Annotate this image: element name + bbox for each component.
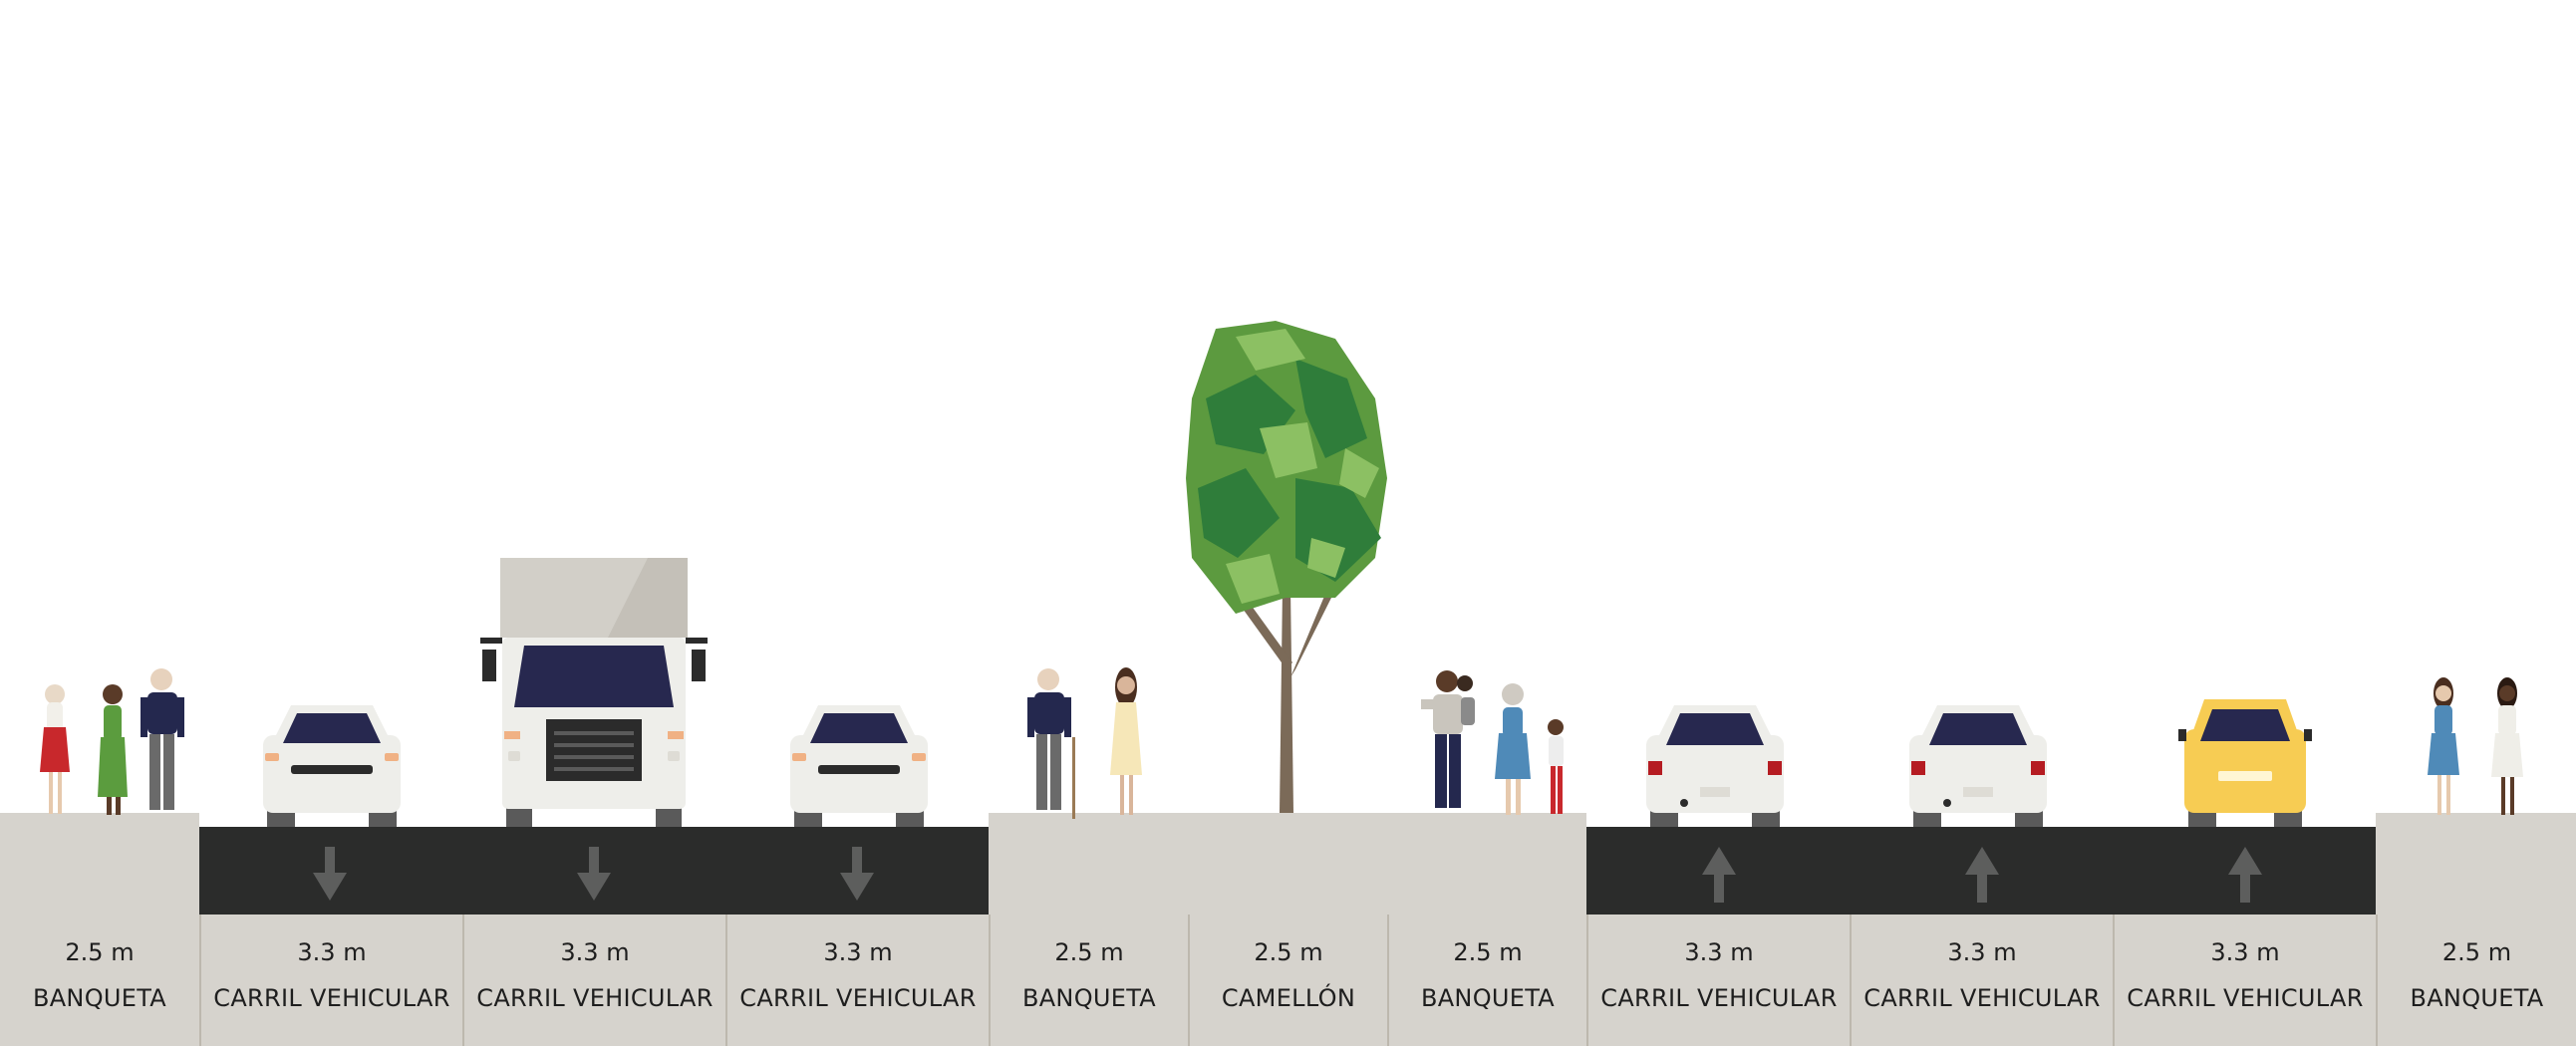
segment-width: 3.3 m bbox=[560, 938, 630, 966]
segment-label-lane-3: 3.3 m CARRIL VEHICULAR bbox=[725, 915, 989, 1046]
segment-width: 2.5 m bbox=[2441, 938, 2512, 966]
segment-name: CARRIL VEHICULAR bbox=[1863, 984, 2101, 1012]
pedestrian-icon bbox=[1548, 719, 1564, 814]
segment-name: CARRIL VEHICULAR bbox=[476, 984, 714, 1012]
segment-label-lane-2: 3.3 m CARRIL VEHICULAR bbox=[462, 915, 725, 1046]
segment-name: BANQUETA bbox=[1420, 984, 1556, 1012]
pedestrian-icon bbox=[2428, 677, 2459, 815]
segment-label-lane-1: 3.3 m CARRIL VEHICULAR bbox=[199, 915, 462, 1046]
segment-label-sidewalk-mid-r: 2.5 m BANQUETA bbox=[1387, 915, 1586, 1046]
truck-front-icon bbox=[480, 558, 708, 827]
segment-name: CARRIL VEHICULAR bbox=[1600, 984, 1838, 1012]
segment-name: CARRIL VEHICULAR bbox=[739, 984, 977, 1012]
pedestrian-icon bbox=[40, 684, 70, 814]
segment-label-lane-6: 3.3 m CARRIL VEHICULAR bbox=[2113, 915, 2376, 1046]
pedestrian-icon bbox=[1027, 668, 1075, 819]
segment-width: 3.3 m bbox=[1684, 938, 1754, 966]
segment-width: 2.5 m bbox=[65, 938, 135, 966]
sidewalk-left-surface bbox=[0, 813, 199, 1046]
segment-name: CAMELLÓN bbox=[1221, 984, 1356, 1012]
segment-width: 3.3 m bbox=[2210, 938, 2280, 966]
segment-name: BANQUETA bbox=[32, 984, 167, 1012]
pedestrian-icon bbox=[2491, 677, 2523, 815]
segment-label-lane-4: 3.3 m CARRIL VEHICULAR bbox=[1586, 915, 1850, 1046]
median-surface bbox=[989, 813, 1586, 1046]
car-rear-icon bbox=[1909, 705, 2047, 827]
pedestrian-icon bbox=[1110, 667, 1142, 815]
pedestrian-icon bbox=[1495, 683, 1531, 815]
sidewalk-right-surface bbox=[2376, 813, 2576, 1046]
car-front-icon bbox=[263, 705, 401, 827]
taxi-rear-icon bbox=[2178, 699, 2312, 827]
segment-label-sidewalk-right: 2.5 m BANQUETA bbox=[2376, 915, 2576, 1046]
segment-labels: 2.5 m BANQUETA 3.3 m CARRIL VEHICULAR 3.3 m C… bbox=[0, 915, 2576, 1046]
arrow-down-icon bbox=[840, 847, 874, 901]
pedestrian-icon bbox=[1421, 670, 1475, 808]
arrow-down-icon bbox=[577, 847, 611, 901]
arrow-up-icon bbox=[1702, 847, 1736, 903]
car-front-icon bbox=[790, 705, 928, 827]
segment-name: CARRIL VEHICULAR bbox=[213, 984, 450, 1012]
segment-width: 3.3 m bbox=[823, 938, 893, 966]
segment-width: 2.5 m bbox=[1453, 938, 1523, 966]
segment-label-sidewalk-left: 2.5 m BANQUETA bbox=[0, 915, 199, 1046]
segment-name: BANQUETA bbox=[1021, 984, 1157, 1012]
segment-width: 3.3 m bbox=[297, 938, 367, 966]
segment-label-median: 2.5 m CAMELLÓN bbox=[1188, 915, 1387, 1046]
pedestrian-icon bbox=[98, 684, 128, 815]
segment-width: 2.5 m bbox=[1254, 938, 1323, 966]
car-rear-icon bbox=[1646, 705, 1784, 827]
arrow-down-icon bbox=[313, 847, 347, 901]
roadway-left-base bbox=[199, 915, 989, 1046]
segment-label-sidewalk-mid-l: 2.5 m BANQUETA bbox=[989, 915, 1188, 1046]
segment-label-lane-5: 3.3 m CARRIL VEHICULAR bbox=[1850, 915, 2113, 1046]
arrow-up-icon bbox=[2228, 847, 2262, 903]
arrow-up-icon bbox=[1965, 847, 1999, 903]
pedestrian-icon bbox=[141, 668, 184, 810]
segment-name: CARRIL VEHICULAR bbox=[2127, 984, 2364, 1012]
segment-name: BANQUETA bbox=[2410, 984, 2544, 1012]
segment-width: 2.5 m bbox=[1054, 938, 1124, 966]
tree-icon bbox=[1186, 321, 1387, 813]
segment-width: 3.3 m bbox=[1947, 938, 2017, 966]
roadway-right-base bbox=[1586, 915, 2376, 1046]
